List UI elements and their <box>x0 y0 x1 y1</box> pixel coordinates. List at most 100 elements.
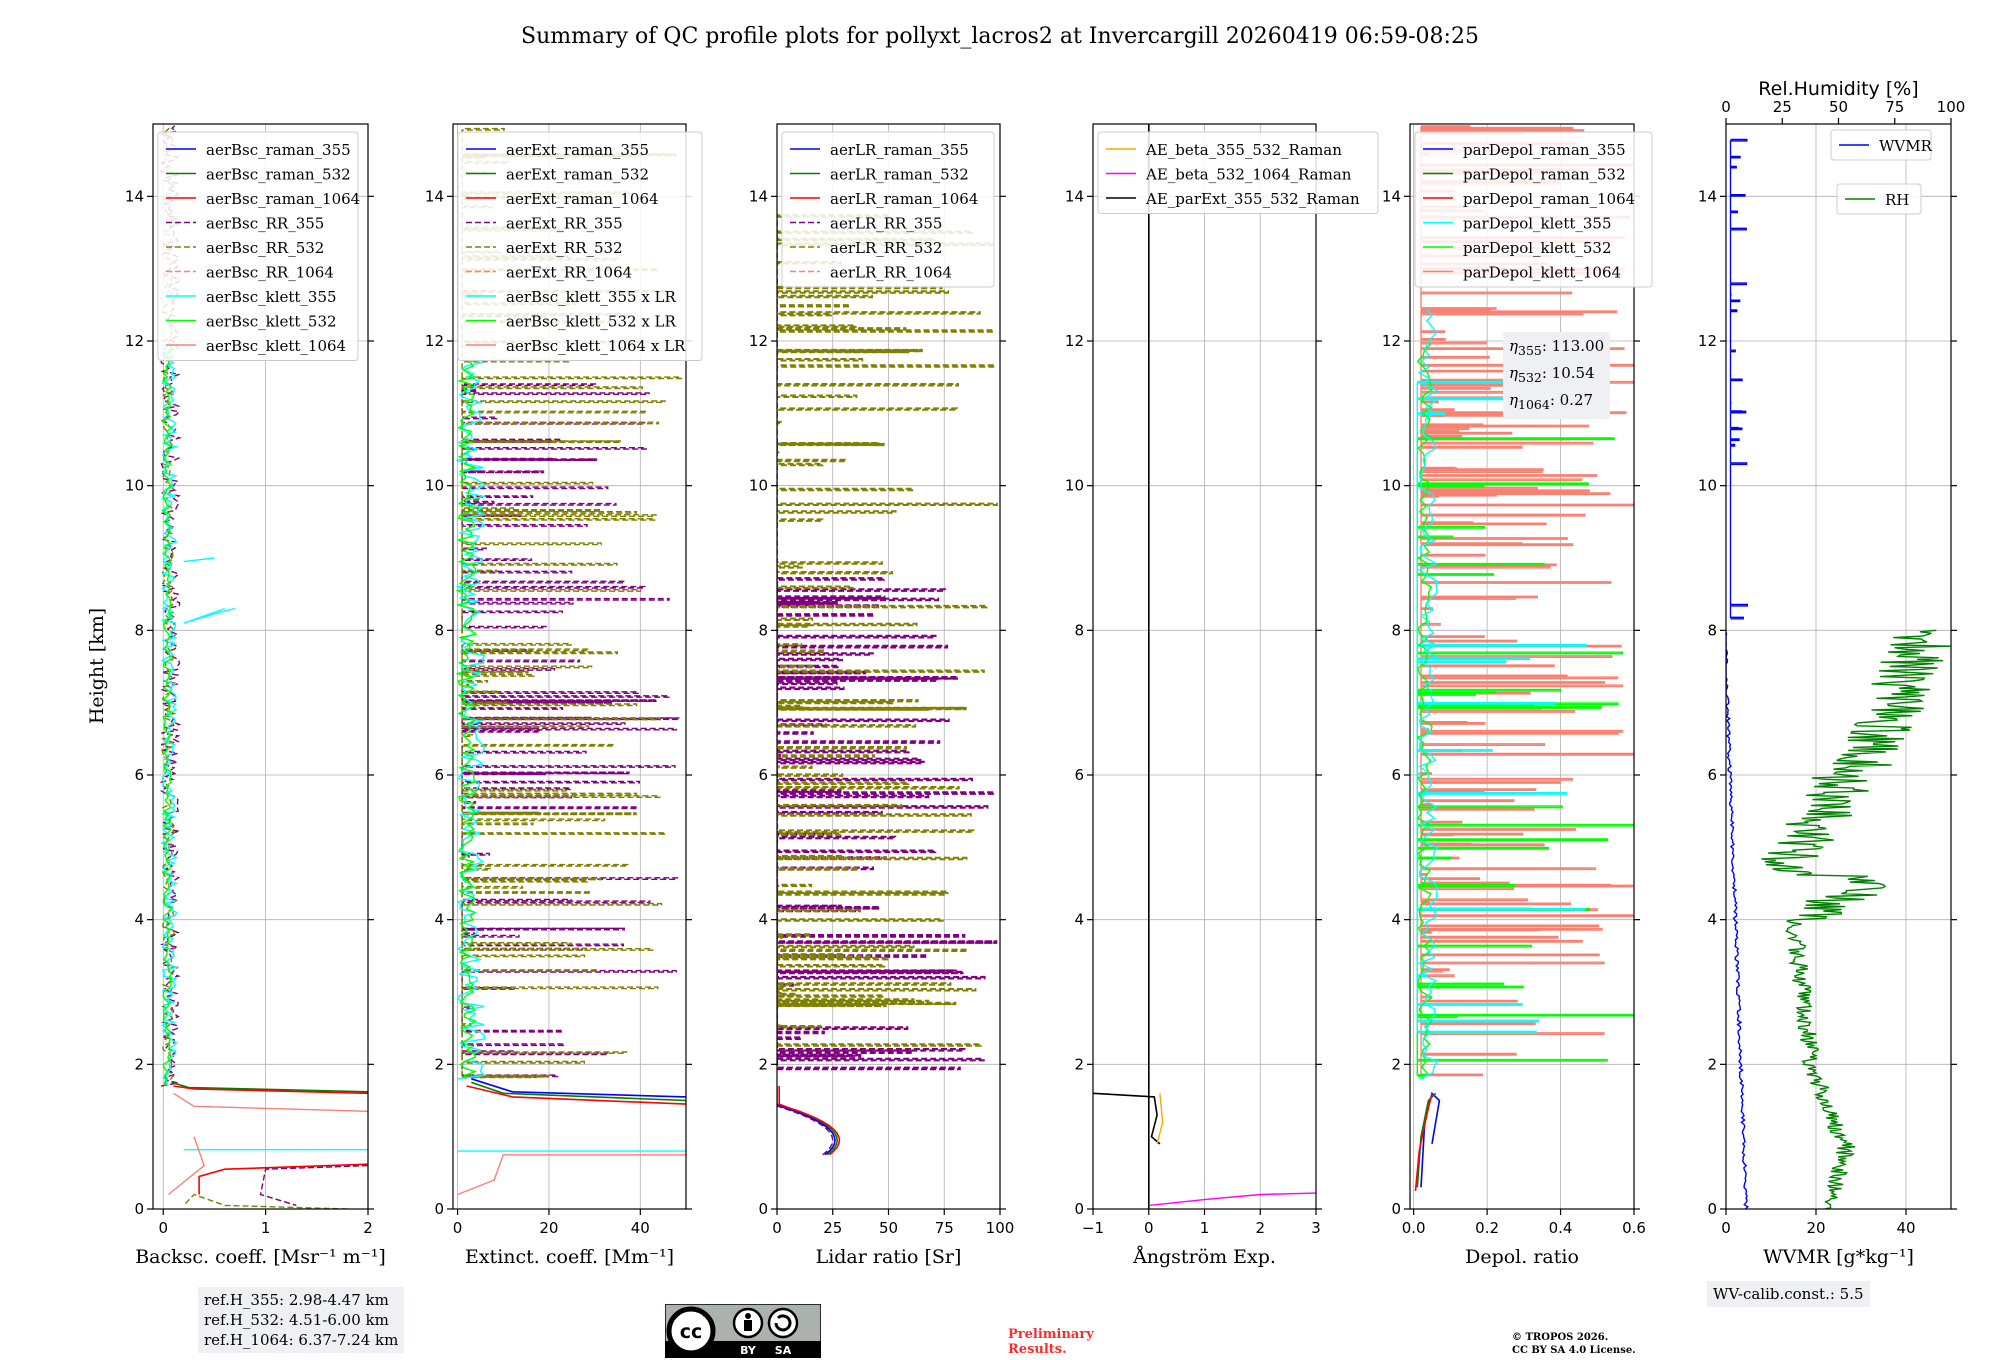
series-line-aerext-raman-355 <box>471 1078 686 1098</box>
legend-label: aerExt_raman_532 <box>506 166 649 184</box>
figure-title: Summary of QC profile plots for pollyxt_… <box>521 24 1479 49</box>
y-tick-label: 6 <box>1707 766 1717 784</box>
legend-label: aerLR_RR_532 <box>830 239 942 257</box>
y-tick-label: 14 <box>425 187 444 205</box>
series-line-ae-parext-355-532-raman-low <box>1093 1092 1161 1145</box>
y-tick-label: 10 <box>425 477 444 495</box>
cc-license-badge: cc BY SA <box>665 1304 821 1358</box>
series-line-aerext-raman-532 <box>471 1081 686 1102</box>
legend-label: aerExt_raman_1064 <box>506 190 659 208</box>
series-line-pardepol-klett-355 <box>1416 380 1587 1034</box>
legend-label: RH <box>1885 191 1909 209</box>
series-line-aerbsc-klett-355-peak <box>183 607 236 624</box>
by-label: BY <box>740 1344 757 1357</box>
x-axis-label: Extinct. coeff. [Mm⁻¹] <box>465 1246 674 1268</box>
legend-ae: AE_beta_355_532_Raman AE_beta_532_1064_Ra… <box>1097 131 1379 214</box>
y-tick-label: 14 <box>1698 187 1717 205</box>
series-line-aerbsc-raman-1064 <box>173 1085 368 1095</box>
reference-height-box: ref.H_355: 2.98-4.47 km ref.H_532: 4.51-… <box>198 1287 405 1353</box>
series-line-aerbsc-rr-1064-low <box>167 1136 206 1196</box>
sa-share-alike-icon <box>767 1307 799 1339</box>
legend-wv: WVMR RH <box>1830 129 1933 215</box>
legend-label: parDepol_raman_532 <box>1463 166 1626 184</box>
preliminary-results-note: Preliminary Results. <box>1008 1327 1094 1357</box>
axes-frame-depol <box>1409 123 1635 1210</box>
x-tick-label: 0.4 <box>1549 1219 1573 1237</box>
legend-label: aerBsc_klett_532 <box>206 313 337 331</box>
y-tick-label: 2 <box>758 1055 768 1073</box>
y-tick-label: 6 <box>1074 766 1084 784</box>
x-tick-label: 1 <box>261 1219 271 1237</box>
y-tick-label: 2 <box>134 1055 144 1073</box>
legend-label: aerLR_raman_1064 <box>830 190 978 208</box>
series-line-aerlr-raman-532 <box>777 1086 839 1156</box>
y-tick-label: 12 <box>125 332 144 350</box>
eta-532: : 10.54 <box>1541 364 1595 382</box>
legend-label: parDepol_klett_532 <box>1463 239 1612 257</box>
y-tick-label: 8 <box>1707 621 1717 639</box>
top-x-tick-label: 50 <box>1829 98 1848 116</box>
x-tick-label: 3 <box>1311 1219 1321 1237</box>
panel-ext: 0 2 4 6 8 10 12 14 0 20 40 Extinct. coeff. [Mm⁻¹] ae… <box>425 123 703 1268</box>
series-line-aerbsc-klett-355-peak2 <box>183 557 215 563</box>
legend-label: aerBsc_RR_1064 <box>206 264 334 282</box>
x-tick-label: 0 <box>1721 1219 1731 1237</box>
x-tick-label: 20 <box>1806 1219 1825 1237</box>
legend-label: aerBsc_RR_355 <box>206 215 324 233</box>
y-tick-label: 8 <box>434 621 444 639</box>
series-line-aerbsc-klett-532-x-lr <box>455 358 478 1079</box>
legend-label: aerExt_RR_532 <box>506 239 623 257</box>
y-tick-label: 8 <box>134 621 144 639</box>
plot-area-wv <box>1726 138 1951 1209</box>
legend-label: WVMR <box>1879 137 1933 155</box>
legend-label: parDepol_klett_1064 <box>1463 264 1621 282</box>
x-axis-label: WVMR [g*kg⁻¹] <box>1763 1246 1914 1268</box>
legend-label: aerBsc_klett_1064 x LR <box>506 337 686 355</box>
series-line-aerbsc-raman-1064-low <box>198 1163 368 1195</box>
y-tick-label: 4 <box>134 911 144 929</box>
legend-box <box>781 131 995 288</box>
y-tick-label: 0 <box>1391 1200 1401 1218</box>
y-tick-label: 14 <box>749 187 768 205</box>
legend-ext: aerExt_raman_355 aerExt_raman_532 aerExt_r… <box>457 131 703 361</box>
x-tick-label: 0 <box>1144 1219 1154 1237</box>
legend-label: aerBsc_klett_532 x LR <box>506 313 677 331</box>
legend-box <box>157 131 359 361</box>
legend-label: aerBsc_klett_355 x LR <box>506 288 677 306</box>
series-line-aerbsc-klett-1064-x-lr <box>457 1154 686 1196</box>
y-tick-label: 10 <box>1065 477 1084 495</box>
eta-1064: : 0.27 <box>1549 391 1594 409</box>
x-tick-label: 25 <box>823 1219 842 1237</box>
y-tick-label: 0 <box>758 1200 768 1218</box>
y-tick-label: 2 <box>1391 1055 1401 1073</box>
x-tick-label: 20 <box>539 1219 558 1237</box>
legend-label: aerBsc_klett_1064 <box>206 337 346 355</box>
top-x-tick-label: 100 <box>1937 98 1966 116</box>
ref-height-355: ref.H_355: 2.98-4.47 km <box>204 1291 389 1309</box>
top-x-tick-label: 75 <box>1885 98 1904 116</box>
axes-frame-bsc <box>152 123 369 1210</box>
y-tick-label: 12 <box>1698 332 1717 350</box>
y-tick-label: 6 <box>434 766 444 784</box>
y-tick-label: 6 <box>134 766 144 784</box>
series-line-aerbsc-klett-1064 <box>173 1092 368 1112</box>
cc-logo-icon <box>666 1306 716 1356</box>
y-tick-label: 4 <box>434 911 444 929</box>
axes-frame-wv <box>1725 123 1952 1210</box>
axes-frame-ext <box>452 123 687 1210</box>
x-tick-label: 0 <box>158 1219 168 1237</box>
y-tick-label: 0 <box>434 1200 444 1218</box>
legend-label: parDepol_raman_1064 <box>1463 190 1635 208</box>
series-line-rh <box>1761 629 1951 1209</box>
plot-area-depol <box>1414 125 1634 1191</box>
series-line-aerbsc-rr-532-low <box>183 1193 348 1209</box>
legend-label: aerLR_RR_355 <box>830 215 942 233</box>
series-line-aerlr-raman-355 <box>777 1104 836 1156</box>
y-tick-label: 8 <box>1074 621 1084 639</box>
x-tick-label: 1 <box>1200 1219 1210 1237</box>
series-line-aerbsc-klett-532 <box>161 344 173 1087</box>
legend-box <box>1414 131 1653 288</box>
y-tick-label: 10 <box>1698 477 1717 495</box>
